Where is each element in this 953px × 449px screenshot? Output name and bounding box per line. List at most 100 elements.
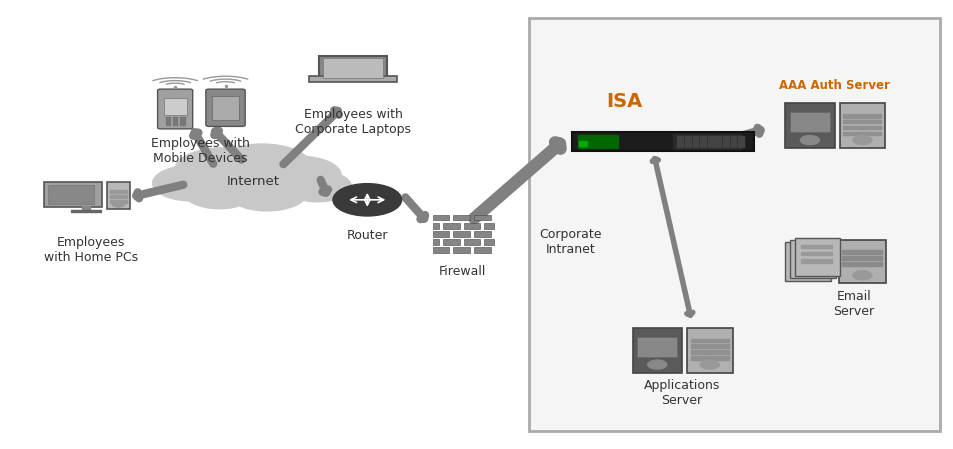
FancyBboxPatch shape: [163, 98, 187, 115]
FancyBboxPatch shape: [44, 182, 102, 207]
Bar: [172, 123, 177, 124]
FancyBboxPatch shape: [637, 337, 677, 357]
FancyBboxPatch shape: [318, 56, 387, 80]
Bar: [690, 344, 728, 348]
Text: Internet: Internet: [226, 176, 279, 188]
Circle shape: [174, 147, 270, 192]
Circle shape: [152, 165, 230, 202]
FancyBboxPatch shape: [572, 132, 753, 151]
Bar: [801, 245, 831, 248]
FancyBboxPatch shape: [432, 247, 449, 253]
FancyBboxPatch shape: [432, 215, 449, 220]
Bar: [692, 136, 698, 147]
Bar: [707, 136, 713, 147]
FancyBboxPatch shape: [463, 223, 480, 229]
Text: Employees with
Corporate Laptops: Employees with Corporate Laptops: [294, 108, 411, 136]
Bar: [842, 114, 881, 118]
FancyBboxPatch shape: [474, 231, 491, 237]
FancyBboxPatch shape: [157, 89, 193, 129]
Bar: [172, 120, 177, 122]
Text: Router: Router: [346, 229, 388, 242]
Bar: [684, 136, 690, 147]
FancyBboxPatch shape: [206, 89, 245, 127]
Bar: [578, 135, 618, 148]
Bar: [677, 136, 682, 147]
Bar: [700, 136, 705, 147]
FancyBboxPatch shape: [323, 57, 382, 79]
Circle shape: [333, 184, 401, 216]
Bar: [841, 262, 882, 266]
Circle shape: [212, 143, 313, 191]
Circle shape: [283, 170, 352, 202]
FancyBboxPatch shape: [484, 223, 493, 229]
FancyBboxPatch shape: [784, 242, 830, 281]
Bar: [166, 123, 170, 124]
Ellipse shape: [172, 166, 334, 198]
FancyBboxPatch shape: [838, 240, 885, 283]
Bar: [842, 126, 881, 129]
FancyBboxPatch shape: [474, 215, 491, 220]
Bar: [71, 210, 100, 212]
Text: AAA Auth Server: AAA Auth Server: [779, 79, 889, 92]
FancyBboxPatch shape: [794, 238, 840, 276]
FancyBboxPatch shape: [107, 182, 130, 208]
Bar: [722, 136, 728, 147]
Bar: [738, 136, 743, 147]
Bar: [841, 256, 882, 260]
Bar: [172, 117, 177, 119]
Bar: [110, 190, 127, 193]
FancyBboxPatch shape: [484, 239, 493, 245]
FancyBboxPatch shape: [789, 112, 829, 132]
Text: Applications
Server: Applications Server: [643, 379, 720, 407]
Bar: [110, 195, 127, 198]
FancyBboxPatch shape: [432, 223, 438, 229]
FancyBboxPatch shape: [432, 231, 449, 237]
FancyBboxPatch shape: [784, 103, 834, 148]
FancyBboxPatch shape: [463, 239, 480, 245]
Bar: [578, 141, 586, 146]
Bar: [842, 120, 881, 123]
Text: Employees
with Home PCs: Employees with Home PCs: [44, 236, 137, 264]
FancyBboxPatch shape: [529, 18, 939, 431]
Circle shape: [226, 173, 308, 211]
Circle shape: [647, 360, 666, 369]
FancyBboxPatch shape: [686, 328, 732, 373]
Bar: [715, 136, 720, 147]
Bar: [690, 350, 728, 354]
Bar: [842, 132, 881, 135]
FancyBboxPatch shape: [212, 97, 239, 120]
Bar: [180, 117, 184, 119]
FancyBboxPatch shape: [453, 247, 470, 253]
Circle shape: [700, 360, 719, 369]
Bar: [82, 206, 90, 211]
Text: Employees with
Mobile Devices: Employees with Mobile Devices: [151, 137, 250, 165]
Circle shape: [259, 156, 341, 194]
Text: Email
Server: Email Server: [832, 290, 874, 317]
Bar: [166, 120, 170, 122]
FancyBboxPatch shape: [442, 223, 459, 229]
Circle shape: [183, 175, 255, 209]
Bar: [110, 200, 127, 202]
Bar: [690, 356, 728, 360]
Bar: [841, 250, 882, 254]
Circle shape: [112, 201, 125, 207]
Text: Firewall: Firewall: [438, 265, 486, 278]
Bar: [180, 123, 184, 124]
FancyBboxPatch shape: [632, 328, 681, 373]
Bar: [801, 259, 831, 263]
FancyBboxPatch shape: [453, 231, 470, 237]
FancyBboxPatch shape: [474, 247, 491, 253]
Bar: [730, 136, 736, 147]
Bar: [801, 252, 831, 255]
FancyBboxPatch shape: [789, 240, 835, 278]
Text: Corporate
Intranet: Corporate Intranet: [538, 229, 601, 256]
Circle shape: [852, 271, 871, 280]
Circle shape: [852, 136, 871, 145]
Text: ISA: ISA: [606, 92, 642, 110]
FancyBboxPatch shape: [442, 239, 459, 245]
Bar: [690, 339, 728, 342]
Circle shape: [800, 136, 819, 145]
FancyBboxPatch shape: [309, 76, 396, 82]
FancyBboxPatch shape: [453, 215, 470, 220]
FancyBboxPatch shape: [839, 103, 884, 148]
